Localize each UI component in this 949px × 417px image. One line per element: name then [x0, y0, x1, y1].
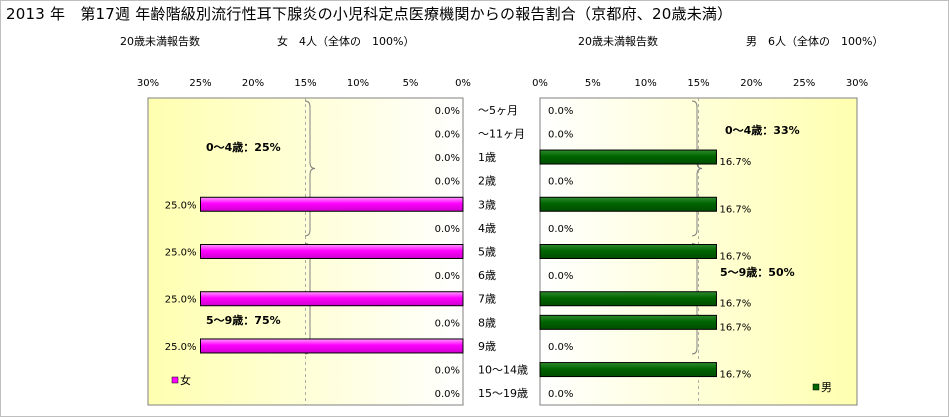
age-category-label: 15～19歳 — [478, 387, 528, 400]
male-data-label: 16.7% — [719, 322, 751, 333]
male-data-label: 16.7% — [719, 252, 751, 263]
female-data-label: 25.0% — [165, 342, 197, 353]
female-data-label: 0.0% — [435, 318, 460, 329]
male-data-label: 0.0% — [548, 389, 573, 400]
male-bar — [539, 291, 717, 307]
male-x-tick-label: 0% — [532, 78, 548, 89]
female-x-tick-label: 30% — [137, 78, 159, 89]
female-data-label: 25.0% — [165, 200, 197, 211]
male-data-label: 16.7% — [719, 157, 751, 168]
female-x-tick-label: 20% — [242, 78, 264, 89]
male-x-tick-label: 10% — [635, 78, 657, 89]
female-legend-swatch — [171, 376, 179, 384]
male-bar — [539, 244, 717, 259]
male-x-tick-label: 15% — [687, 78, 709, 89]
right-subtitle: 20歳未満報告数 男 6人（全体の 100%） — [578, 35, 884, 48]
male-x-tick-label: 5% — [585, 78, 601, 89]
male-bar — [539, 149, 717, 165]
male-legend-swatch — [812, 383, 820, 391]
age-category-label: 8歳 — [478, 316, 496, 329]
female-x-tick-label: 5% — [403, 78, 419, 89]
female-data-label: 25.0% — [165, 295, 197, 306]
female-data-label: 0.0% — [435, 224, 460, 235]
female-brace-0-4 — [304, 100, 316, 237]
female-bar — [200, 338, 464, 354]
male-bar — [539, 196, 717, 212]
female-bar — [200, 291, 464, 307]
age-category-label: 3歳 — [478, 198, 496, 211]
left-subtitle: 20歳未満報告数 女 4人（全体の 100%） — [120, 35, 415, 48]
age-category-label: 6歳 — [478, 269, 496, 282]
age-category-label: ～5ヶ月 — [478, 104, 518, 117]
age-category-label: 7歳 — [478, 293, 496, 306]
female-x-tick-label: 10% — [347, 78, 369, 89]
male-bar — [539, 362, 717, 378]
female-legend-label: 女 — [180, 373, 191, 387]
female-x-tick-label: 0% — [455, 78, 471, 89]
male-x-tick-label: 20% — [740, 78, 762, 89]
female-data-label: 0.0% — [435, 153, 460, 164]
male-data-label: 0.0% — [548, 177, 573, 188]
age-category-label: 4歳 — [478, 222, 496, 235]
female-x-tick-label: 25% — [189, 78, 211, 89]
age-category-label: 9歳 — [478, 340, 496, 353]
female-data-label: 0.0% — [435, 271, 460, 282]
male-annotation-5-9: 5～9歳：50% — [720, 265, 795, 279]
age-category-label: 10～14歳 — [478, 364, 528, 377]
female-data-label: 0.0% — [435, 177, 460, 188]
female-data-label: 0.0% — [435, 389, 460, 400]
male-data-label: 0.0% — [548, 106, 573, 117]
female-bar — [200, 196, 464, 212]
female-data-label: 0.0% — [435, 129, 460, 140]
male-data-label: 0.0% — [548, 271, 573, 282]
age-category-label: 2歳 — [478, 175, 496, 188]
male-data-label: 0.0% — [548, 129, 573, 140]
male-data-label: 16.7% — [719, 299, 751, 310]
male-annotation-0-4: 0～4歳：33% — [725, 123, 800, 137]
male-brace-0-4 — [691, 100, 703, 237]
age-category-label: 5歳 — [478, 246, 496, 259]
female-data-label: 0.0% — [435, 366, 460, 377]
male-data-label: 16.7% — [719, 370, 751, 381]
female-bar — [200, 244, 464, 259]
male-data-label: 0.0% — [548, 224, 573, 235]
female-annotation-0-4: 0～4歳：25% — [206, 140, 281, 154]
age-category-label: ～11ヶ月 — [478, 127, 525, 140]
male-data-label: 0.0% — [548, 342, 573, 353]
male-bar — [539, 314, 717, 330]
age-category-label: 1歳 — [478, 151, 496, 164]
female-annotation-5-9: 5～9歳：75% — [206, 313, 281, 327]
male-x-tick-label: 30% — [846, 78, 868, 89]
male-legend-label: 男 — [821, 381, 832, 394]
male-x-tick-label: 25% — [793, 78, 815, 89]
female-x-tick-label: 15% — [294, 78, 316, 89]
chart-title: 2013 年 第17週 年齢階級別流行性耳下腺炎の小児科定点医療機関からの報告割… — [6, 5, 733, 23]
female-data-label: 0.0% — [435, 106, 460, 117]
female-data-label: 25.0% — [165, 248, 197, 259]
male-data-label: 16.7% — [719, 204, 751, 215]
